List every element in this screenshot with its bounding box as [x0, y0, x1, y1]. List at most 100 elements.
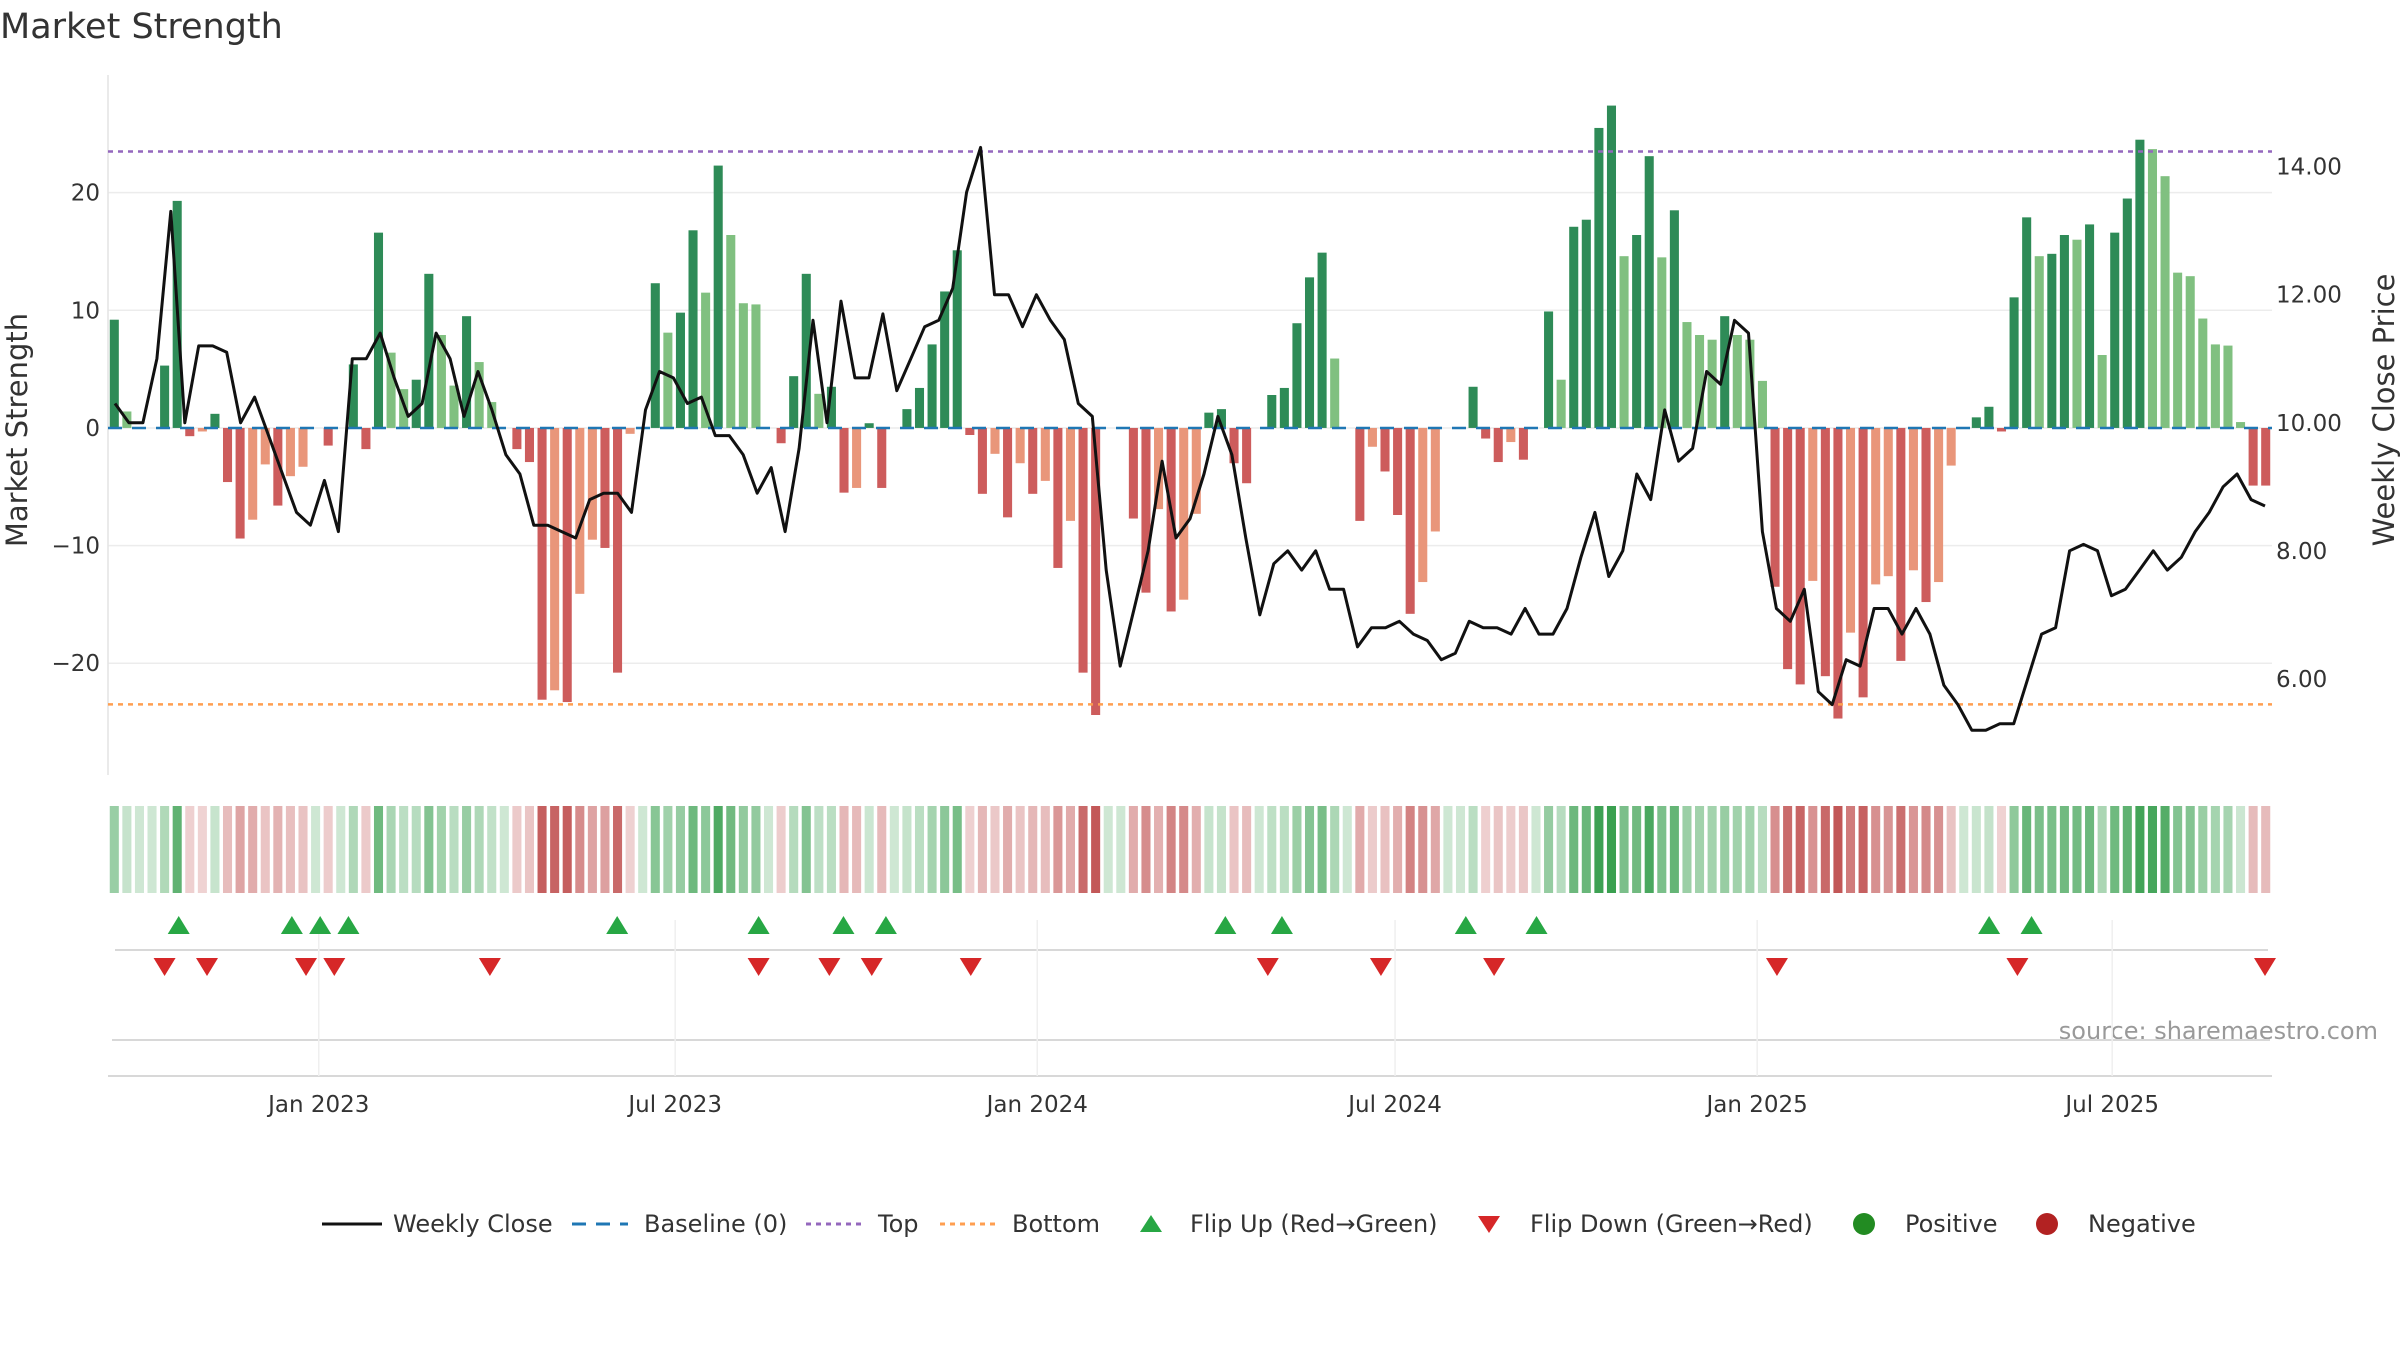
- heat-strip-cell: [462, 806, 472, 893]
- heat-strip-cell: [1455, 806, 1466, 893]
- strength-bar: [1883, 427, 1893, 577]
- strength-bar: [373, 232, 384, 428]
- heat-strip-cell: [1871, 806, 1881, 893]
- strength-bar: [801, 273, 811, 428]
- heat-strip-cell: [1845, 806, 1856, 893]
- heat-strip-cell: [877, 806, 887, 893]
- heat-strip-cell: [1204, 806, 1214, 893]
- heat-strip-cell: [1380, 806, 1390, 893]
- x-tick-label: Jul 2024: [1346, 1092, 1442, 1118]
- strength-bar: [160, 365, 170, 428]
- heat-strip-cell: [109, 806, 119, 893]
- strength-bar: [1355, 427, 1365, 521]
- flip-up-marker: [1525, 916, 1548, 934]
- heat-strip-cell: [600, 806, 610, 893]
- strength-bar: [1896, 427, 1906, 661]
- heat-strip-cell: [1367, 806, 1377, 893]
- heat-strip-cell: [1330, 806, 1340, 893]
- flip-down-marker: [295, 958, 318, 976]
- strength-bar: [222, 427, 233, 483]
- heat-strip-cell: [1053, 806, 1063, 893]
- strength-bar: [1606, 105, 1617, 428]
- flip-down-marker: [153, 958, 176, 976]
- x-tick-label: Jan 2025: [1705, 1092, 1808, 1118]
- strength-bar: [1065, 427, 1076, 521]
- heat-strip-cell: [1833, 806, 1843, 893]
- heat-strip-cell: [1544, 806, 1554, 893]
- heat-strip-cell: [1405, 806, 1415, 893]
- strength-bar: [185, 427, 195, 437]
- x-ticks: Jan 2023 Jul 2023 Jan 2024 Jul 2024 Jan 2025…: [266, 1092, 2159, 1118]
- heat-strip-cell: [2122, 806, 2132, 893]
- strength-bar: [1795, 427, 1805, 685]
- strength-bar: [2085, 224, 2095, 428]
- strength-bar: [1833, 427, 1843, 719]
- strength-bar: [789, 376, 799, 428]
- heat-strip-cell: [1883, 806, 1893, 893]
- heat-strip-cell: [348, 806, 358, 893]
- heat-strip-cell: [914, 806, 925, 893]
- legend-swatch-positive: [1853, 1213, 1875, 1235]
- strength-bar: [1053, 427, 1063, 568]
- heat-strip-cell: [2059, 806, 2069, 893]
- strength-bar: [1808, 427, 1818, 581]
- heat-strip-cell: [852, 806, 862, 893]
- strength-bar: [1544, 311, 1554, 428]
- strength-bar: [210, 413, 220, 428]
- heat-strip-cell: [1128, 806, 1138, 893]
- heat-strip-cell: [927, 806, 937, 893]
- heat-strip-cell: [1732, 806, 1742, 893]
- strength-bar: [1468, 386, 1478, 428]
- chart-title: Market Strength: [0, 7, 283, 47]
- heat-strip-cell: [1292, 806, 1302, 893]
- strength-bar: [1279, 387, 1289, 428]
- heat-strip-cell: [499, 806, 509, 893]
- strength-bar: [1367, 427, 1377, 447]
- strength-bar: [197, 427, 207, 432]
- heat-strip-cell: [512, 806, 522, 893]
- heat-strip-cell: [2110, 806, 2120, 893]
- y-right-tick-label: 6.00: [2276, 667, 2327, 693]
- heat-strip-cell: [789, 806, 799, 893]
- heat-strip-cell: [323, 806, 333, 893]
- heat-strip-cell: [1971, 806, 1981, 893]
- strength-bar: [1003, 427, 1013, 518]
- legend-label-flip-up: Flip Up (Red→Green): [1190, 1210, 1438, 1238]
- heat-strip-cell: [411, 806, 421, 893]
- strength-bar: [1418, 427, 1428, 583]
- strength-bar: [537, 427, 547, 700]
- strength-bar: [399, 389, 409, 428]
- heat-strip-cell: [613, 806, 623, 893]
- strength-bar: [2185, 276, 2195, 428]
- heat-strip-cell: [977, 806, 987, 893]
- strength-bar: [940, 291, 950, 428]
- strength-bar: [2072, 239, 2082, 428]
- strength-bar: [814, 393, 824, 428]
- strength-bar: [2261, 427, 2271, 486]
- heat-strip-cell: [2185, 806, 2195, 893]
- heat-strip-cell: [2173, 806, 2183, 893]
- heat-strip-cell: [2009, 806, 2019, 893]
- heat-strip-cell: [1984, 806, 1994, 893]
- strength-bar: [1934, 427, 1944, 583]
- flip-down-marker: [1256, 958, 1279, 976]
- y-right-tick-label: 14.00: [2276, 155, 2342, 181]
- heat-strip-cell: [487, 806, 497, 893]
- strength-bar: [852, 427, 862, 488]
- strength-bar: [1166, 427, 1176, 612]
- y-left-tick-label: −20: [51, 651, 100, 677]
- heat-strip-cell: [399, 806, 409, 893]
- heat-strip-cell: [1820, 806, 1830, 893]
- heat-strip-cell: [1028, 806, 1038, 893]
- x-tick-label: Jan 2023: [266, 1092, 369, 1118]
- strength-bar: [260, 427, 270, 465]
- heat-strip-cell: [675, 806, 685, 893]
- flip-up-marker: [1454, 916, 1477, 934]
- strength-bar: [1380, 427, 1390, 472]
- flip-up-marker: [747, 916, 770, 934]
- heat-strip-cell: [776, 806, 786, 893]
- heat-strip-cell: [701, 806, 711, 893]
- heat-strip-cell: [1657, 806, 1667, 893]
- heat-strip-cell: [839, 806, 849, 893]
- heat-strip-cell: [1154, 806, 1164, 893]
